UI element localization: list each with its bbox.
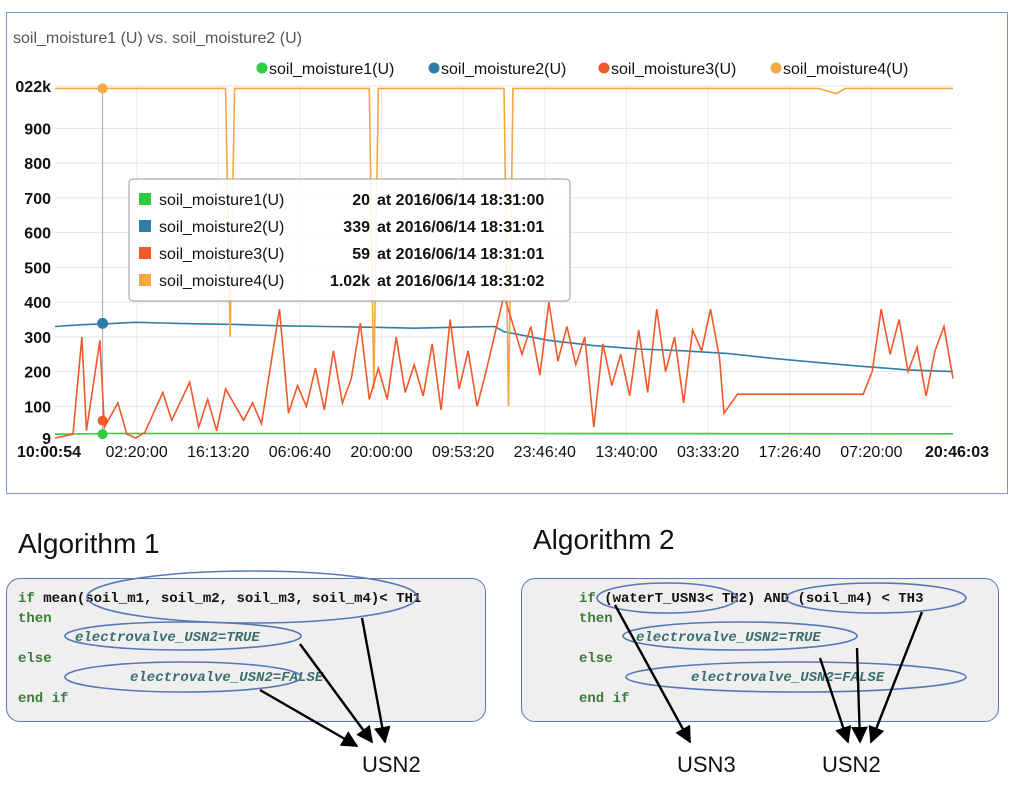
y-tick-label: 800 (24, 156, 51, 173)
tooltip-swatch (139, 274, 151, 286)
x-tick-label: 16:13:20 (187, 444, 249, 461)
tooltip-value: 59 (352, 246, 370, 263)
series-line-3 (54, 292, 954, 439)
chart-panel: soil_moisture1 (U) vs. soil_moisture2 (U… (6, 12, 1008, 494)
tooltip-value: 339 (343, 219, 370, 236)
algorithm2-assign-false: electrovalve_USN2=FALSE (691, 670, 885, 686)
legend-marker-3 (598, 62, 610, 74)
legend-marker-2 (428, 62, 440, 74)
y-bottom-label: 9 (42, 431, 51, 448)
algorithm2-else: else (579, 651, 613, 667)
series-line-1 (54, 432, 954, 435)
x-tick-label: 03:33:20 (677, 444, 739, 461)
tooltip-time: at 2016/06/14 18:31:00 (377, 192, 544, 209)
y-tick-label: 500 (24, 260, 51, 277)
x-start-label: 10:00:54 (17, 444, 81, 461)
algorithm1-if-keyword: if (18, 591, 35, 607)
algorithm1-assign-false: electrovalve_USN2=FALSE (130, 670, 324, 686)
legend-label-4: soil_moisture4(U) (783, 61, 908, 78)
x-tick-label: 02:20:00 (105, 444, 167, 461)
legend-label-1: soil_moisture1(U) (269, 61, 394, 78)
algorithm2-target-usn2: USN2 (822, 752, 881, 777)
algorithm2-line-if: if (waterT_USN3< TH2) AND (soil_m4) < TH… (579, 591, 923, 607)
y-tick-label: 400 (24, 295, 51, 312)
hover-marker-4 (97, 83, 108, 94)
tooltip-time: at 2016/06/14 18:31:01 (377, 246, 544, 263)
y-tick-label: 900 (24, 121, 51, 138)
tooltip-time: at 2016/06/14 18:31:01 (377, 219, 544, 236)
y-tick-label: 200 (24, 365, 51, 382)
tooltip-swatch (139, 220, 151, 232)
x-tick-label: 20:00:00 (350, 444, 412, 461)
algorithm2-target-usn3: USN3 (677, 752, 736, 777)
x-tick-label: 17:26:40 (759, 444, 821, 461)
tooltip-swatch (139, 247, 151, 259)
tooltip-time: at 2016/06/14 18:31:02 (377, 273, 544, 290)
y-tick-label: 600 (24, 226, 51, 243)
algorithm1-assign-true: electrovalve_USN2=TRUE (75, 630, 260, 646)
algorithm2-condition: (waterT_USN3< TH2) AND (soil_m4) < TH3 (595, 591, 924, 607)
algorithm2-if-keyword: if (579, 591, 596, 607)
algorithm2-end: end if (579, 691, 630, 707)
algorithm1-then: then (18, 611, 52, 627)
x-tick-label: 07:20:00 (840, 444, 902, 461)
tooltip-series-name: soil_moisture1(U) (159, 192, 284, 209)
hover-marker-2 (97, 317, 109, 329)
algorithm2-assign-true: electrovalve_USN2=TRUE (636, 630, 821, 646)
y-tick-label: 100 (24, 399, 51, 416)
x-tick-label: 09:53:20 (432, 444, 494, 461)
algorithm1-title: Algorithm 1 (18, 528, 160, 559)
tooltip-series-name: soil_moisture3(U) (159, 246, 284, 263)
algorithm1-end: end if (18, 691, 69, 707)
x-tick-label: 23:46:40 (514, 444, 576, 461)
algorithm1-else: else (18, 651, 52, 667)
hover-marker-3 (97, 415, 108, 426)
chart-svg: soil_moisture1 (U) vs. soil_moisture2 (U… (13, 30, 989, 461)
algorithm1-condition: mean(soil_m1, soil_m2, soil_m3, soil_m4)… (34, 591, 422, 607)
legend-label-3: soil_moisture3(U) (611, 61, 736, 78)
tooltip-swatch (139, 193, 151, 205)
tooltip-box (128, 178, 571, 302)
tooltip-series-name: soil_moisture4(U) (159, 273, 284, 290)
x-end-label: 20:46:03 (925, 444, 989, 461)
algorithm1-target-usn2: USN2 (362, 752, 421, 777)
legend-marker-4 (770, 62, 782, 74)
x-tick-label: 06:06:40 (269, 444, 331, 461)
algorithm2-then: then (579, 611, 613, 627)
tooltip-series-name: soil_moisture2(U) (159, 219, 284, 236)
y-tick-label: 300 (24, 330, 51, 347)
series-line-2 (54, 321, 954, 373)
tooltip-value: 20 (352, 192, 370, 209)
chart-title: soil_moisture1 (U) vs. soil_moisture2 (U… (13, 30, 302, 47)
x-tick-label: 13:40:00 (595, 444, 657, 461)
legend-marker-1 (256, 62, 268, 74)
y-top-label: 022k (15, 79, 51, 96)
tooltip-value: 1.02k (330, 273, 370, 290)
legend-label-2: soil_moisture2(U) (441, 61, 566, 78)
algorithm2-title: Algorithm 2 (533, 524, 675, 555)
hover-marker-1 (97, 429, 108, 440)
y-tick-label: 700 (24, 191, 51, 208)
algorithm1-line-if: if mean(soil_m1, soil_m2, soil_m3, soil_… (18, 591, 421, 607)
